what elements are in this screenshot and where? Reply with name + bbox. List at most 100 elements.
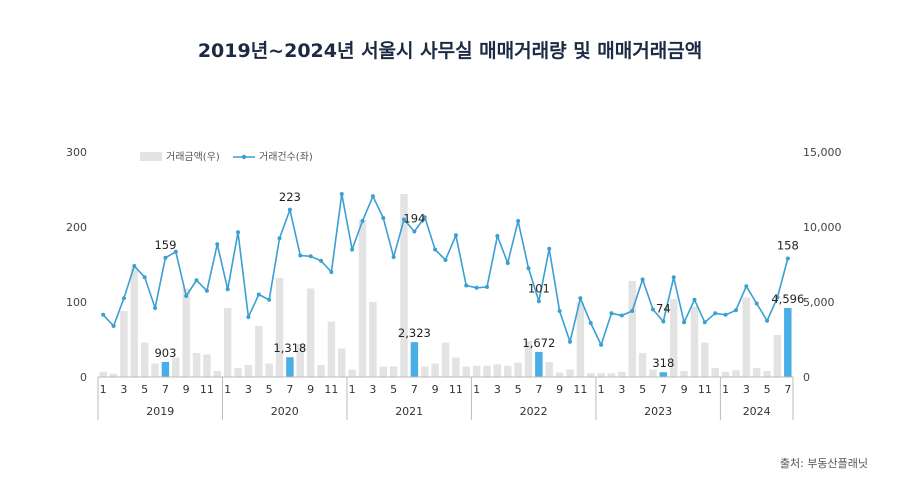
- x-tick-label: 1: [598, 383, 605, 396]
- x-tick-label: 3: [494, 383, 501, 396]
- x-tick-label: 11: [324, 383, 338, 396]
- x-tick-label: 5: [141, 383, 148, 396]
- x-tick-label: 1: [473, 383, 480, 396]
- line-data-label: 74: [656, 302, 671, 316]
- year-label: 2021: [395, 405, 423, 418]
- legend-swatch-bar: [140, 152, 162, 161]
- line-point: [153, 306, 158, 310]
- left-axis-tick-label: 0: [80, 371, 87, 384]
- bar: [410, 342, 419, 377]
- line-point: [775, 295, 780, 300]
- bar: [140, 342, 149, 377]
- line-point: [277, 236, 282, 241]
- bar: [514, 362, 522, 377]
- bar: [431, 363, 439, 377]
- line-point: [381, 216, 386, 220]
- line-point: [661, 319, 666, 324]
- bar: [524, 341, 533, 377]
- line-point: [308, 254, 313, 259]
- bar: [379, 366, 387, 377]
- bar: [421, 366, 429, 377]
- bar: [732, 370, 740, 377]
- bar: [265, 363, 273, 377]
- line-point: [671, 275, 676, 280]
- left-axis-tick-label: 100: [66, 296, 87, 309]
- bar: [389, 366, 398, 377]
- bar: [773, 335, 782, 377]
- bar: [452, 357, 460, 377]
- bar-data-label: 903: [154, 346, 176, 360]
- bar: [763, 371, 771, 377]
- line-point: [370, 194, 375, 199]
- bar: [234, 368, 242, 377]
- line-point: [567, 339, 572, 344]
- line-point: [526, 266, 531, 271]
- bar: [721, 371, 730, 377]
- x-tick-label: 7: [784, 383, 791, 396]
- line-point: [733, 308, 738, 313]
- line-point: [360, 219, 365, 223]
- year-label: 2024: [743, 405, 771, 418]
- line-point: [339, 192, 344, 196]
- x-tick-label: 7: [286, 383, 293, 396]
- line-point: [443, 258, 448, 262]
- x-tick-label: 1: [100, 383, 107, 396]
- bar: [327, 321, 336, 377]
- bar: [680, 371, 688, 377]
- legend-swatch-marker: [241, 154, 247, 160]
- line-point: [754, 301, 759, 306]
- x-tick-label: 9: [183, 383, 190, 396]
- line-point: [713, 311, 718, 316]
- bar: [784, 308, 792, 377]
- line-point: [505, 261, 510, 265]
- line-point: [474, 285, 479, 290]
- bar: [296, 344, 305, 377]
- bar: [649, 369, 657, 377]
- x-tick-label: 5: [266, 383, 273, 396]
- x-tick-label: 7: [162, 383, 169, 396]
- x-tick-label: 11: [200, 383, 214, 396]
- bar: [182, 288, 190, 377]
- line-point: [578, 296, 583, 301]
- bar: [130, 267, 139, 377]
- line-point: [391, 255, 396, 259]
- line-point: [319, 258, 324, 263]
- x-tick-label: 3: [618, 383, 625, 396]
- bar: [597, 373, 605, 377]
- x-tick-label: 5: [764, 383, 771, 396]
- line-point: [640, 277, 645, 282]
- bar: [711, 368, 719, 377]
- x-tick-label: 11: [449, 383, 463, 396]
- bar: [99, 371, 107, 377]
- bar: [348, 369, 356, 377]
- bar: [659, 372, 668, 377]
- line-point: [422, 215, 427, 220]
- line-point: [650, 307, 655, 312]
- bar: [462, 366, 470, 377]
- line-point: [173, 249, 178, 254]
- line-point: [236, 230, 241, 235]
- bar: [618, 371, 626, 377]
- line-point: [547, 246, 552, 251]
- x-tick-label: 1: [349, 383, 356, 396]
- source-note: 출처: 부동산플래닛: [779, 457, 868, 470]
- bar: [286, 357, 294, 377]
- x-tick-label: 5: [390, 383, 397, 396]
- bar: [545, 362, 553, 377]
- year-label: 2023: [644, 405, 672, 418]
- line-point: [256, 292, 261, 297]
- bar: [690, 306, 699, 377]
- bar: [109, 373, 118, 377]
- x-tick-label: 9: [432, 383, 439, 396]
- line-point: [132, 264, 137, 268]
- line-point: [329, 270, 334, 274]
- line-point: [785, 256, 790, 261]
- x-tick-label: 3: [369, 383, 376, 396]
- bar: [493, 364, 502, 377]
- line-point: [516, 219, 521, 223]
- bar: [400, 194, 408, 377]
- line-point: [267, 297, 272, 302]
- line-point: [163, 255, 168, 260]
- right-axis-tick-label: 15,000: [803, 146, 842, 159]
